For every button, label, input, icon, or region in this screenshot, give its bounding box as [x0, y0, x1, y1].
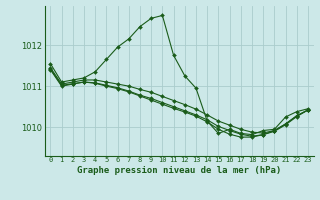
X-axis label: Graphe pression niveau de la mer (hPa): Graphe pression niveau de la mer (hPa) [77, 166, 281, 175]
